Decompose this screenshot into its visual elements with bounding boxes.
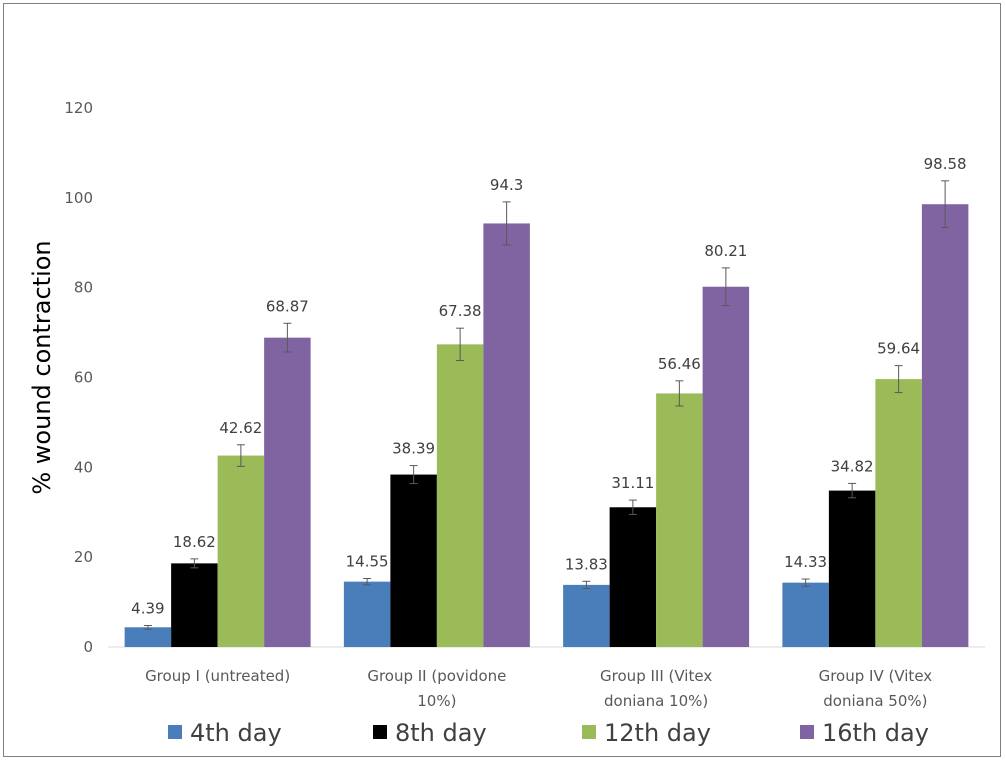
x-tick-label: doniana 10%) bbox=[604, 692, 708, 710]
data-label: 56.46 bbox=[658, 355, 701, 373]
legend-swatch bbox=[168, 725, 182, 739]
legend-swatch bbox=[373, 725, 387, 739]
bar bbox=[782, 582, 829, 647]
bar bbox=[343, 581, 391, 647]
y-tick-label: 60 bbox=[74, 369, 93, 387]
data-label: 4.39 bbox=[131, 599, 164, 617]
bar bbox=[828, 490, 876, 647]
data-label: 59.64 bbox=[877, 340, 920, 358]
x-tick-label: Group I (untreated) bbox=[145, 667, 290, 685]
data-label: 18.62 bbox=[173, 533, 216, 551]
legend-label: 4th day bbox=[190, 719, 282, 747]
legend-label: 16th day bbox=[822, 719, 929, 747]
y-tick-label: 120 bbox=[64, 99, 93, 117]
bar bbox=[702, 286, 750, 647]
x-tick-label: Group III (Vitex bbox=[600, 667, 712, 685]
data-label: 80.21 bbox=[704, 242, 747, 260]
bar bbox=[124, 627, 172, 647]
legend-swatch bbox=[800, 725, 814, 739]
data-label: 67.38 bbox=[439, 302, 482, 320]
x-tick-label: 10%) bbox=[417, 692, 456, 710]
data-label: 14.55 bbox=[346, 553, 389, 571]
data-label: 94.3 bbox=[490, 176, 523, 194]
data-label: 31.11 bbox=[611, 474, 654, 492]
data-label: 98.58 bbox=[924, 155, 967, 173]
y-axis-title: % wound contraction bbox=[28, 240, 56, 494]
bar bbox=[609, 507, 657, 647]
y-tick-label: 20 bbox=[74, 548, 93, 566]
bar bbox=[921, 204, 969, 648]
x-tick-label: Group II (povidone bbox=[367, 667, 506, 685]
legend-label: 8th day bbox=[395, 719, 487, 747]
data-label: 38.39 bbox=[392, 440, 435, 458]
x-tick-label: doniana 50%) bbox=[823, 692, 927, 710]
bar bbox=[390, 474, 437, 647]
bar bbox=[264, 337, 311, 647]
bar bbox=[483, 223, 530, 647]
data-label: 68.87 bbox=[266, 297, 309, 315]
y-tick-label: 100 bbox=[64, 189, 93, 207]
bar bbox=[875, 379, 922, 647]
y-tick-label: 0 bbox=[83, 638, 93, 656]
y-tick-label: 40 bbox=[74, 458, 93, 476]
x-tick-label: Group IV (Vitex bbox=[819, 667, 933, 685]
data-label: 13.83 bbox=[565, 555, 608, 573]
bar bbox=[563, 584, 610, 647]
legend-label: 12th day bbox=[604, 719, 711, 747]
y-tick-label: 80 bbox=[74, 279, 93, 297]
bar bbox=[656, 393, 703, 647]
bar bbox=[436, 344, 484, 647]
legend-swatch bbox=[582, 725, 596, 739]
data-label: 42.62 bbox=[219, 419, 262, 437]
bar bbox=[217, 455, 265, 647]
bar bbox=[171, 563, 218, 647]
data-label: 14.33 bbox=[784, 553, 827, 571]
data-label: 34.82 bbox=[831, 457, 874, 475]
